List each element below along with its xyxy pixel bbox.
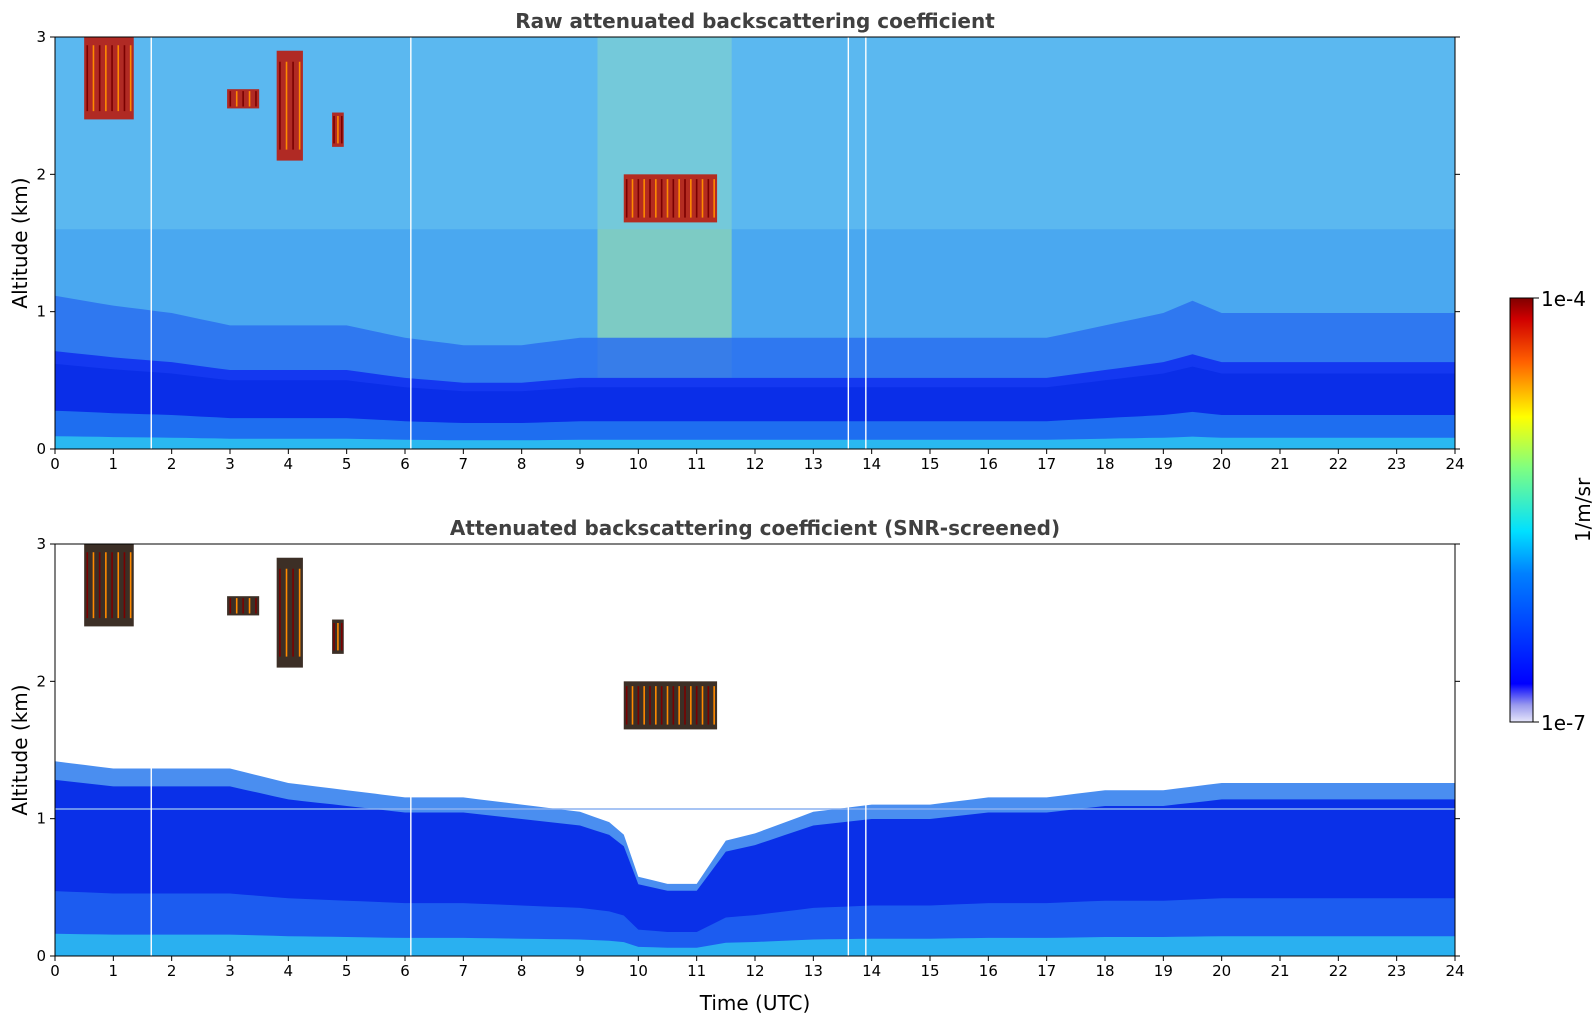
panel-screened-xlabel: Time (UTC) (699, 991, 811, 1015)
y-tick-label: 1 (36, 303, 46, 321)
panel-raw: Raw attenuated backscattering coefficien… (8, 9, 1465, 473)
x-tick-label: 4 (284, 455, 294, 473)
x-tick-label: 23 (1387, 455, 1406, 473)
x-tick-label: 1 (109, 455, 119, 473)
x-tick-label: 8 (517, 455, 527, 473)
panel-screened-heatmap (55, 544, 1455, 956)
x-tick-label: 21 (1270, 455, 1289, 473)
cloud-feature (227, 596, 260, 616)
x-tick-label: 5 (342, 455, 352, 473)
x-tick-label: 12 (745, 962, 764, 980)
x-tick-label: 16 (979, 962, 998, 980)
x-tick-label: 9 (575, 962, 585, 980)
x-tick-label: 1 (109, 962, 119, 980)
x-tick-label: 17 (1037, 962, 1056, 980)
panel-screened-title: Attenuated backscattering coefficient (S… (450, 516, 1060, 540)
x-tick-label: 18 (1095, 455, 1114, 473)
x-tick-label: 21 (1270, 962, 1289, 980)
x-tick-label: 2 (167, 962, 177, 980)
x-tick-label: 10 (629, 455, 648, 473)
cloud-feature (276, 50, 303, 161)
panel-raw-ylabel: Altitude (km) (8, 177, 32, 308)
screened-surface-layer (55, 933, 1455, 956)
panel-screened-x-axis: 0 1 2 3 4 5 6 7 8 9 10 11 12 13 14 15 16 17 18 19 20 21 22 23 24 (50, 956, 1465, 980)
cloud-feature (227, 89, 260, 109)
x-tick-label: 19 (1154, 455, 1173, 473)
x-tick-label: 18 (1095, 962, 1114, 980)
colorbar-max-label: 1e-4 (1541, 287, 1586, 311)
x-tick-label: 6 (400, 455, 410, 473)
x-tick-label: 24 (1445, 962, 1464, 980)
x-tick-label: 7 (459, 455, 469, 473)
x-tick-label: 11 (687, 455, 706, 473)
x-tick-label: 11 (687, 962, 706, 980)
x-tick-label: 20 (1212, 455, 1231, 473)
panel-screened-y-axis: 0 1 2 3 (36, 535, 1460, 965)
x-tick-label: 12 (745, 455, 764, 473)
cloud-feature (84, 544, 134, 627)
cloud-feature (332, 619, 344, 654)
x-tick-label: 13 (804, 455, 823, 473)
colorbar-min-label: 1e-7 (1541, 711, 1586, 735)
x-tick-label: 16 (979, 455, 998, 473)
cloud-feature (623, 681, 718, 730)
x-tick-label: 22 (1329, 962, 1348, 980)
x-tick-label: 14 (862, 962, 881, 980)
x-tick-label: 5 (342, 962, 352, 980)
cloud-feature (623, 174, 718, 223)
surface-layer (55, 436, 1455, 449)
y-tick-label: 0 (36, 947, 46, 965)
x-tick-label: 20 (1212, 962, 1231, 980)
x-tick-label: 0 (50, 962, 60, 980)
panel-screened-plot-area (55, 544, 1455, 956)
panel-raw-heatmap (55, 37, 1455, 449)
x-tick-label: 6 (400, 962, 410, 980)
y-tick-label: 1 (36, 810, 46, 828)
y-tick-label: 2 (36, 672, 46, 690)
panel-screened: Attenuated backscattering coefficient (S… (8, 516, 1465, 1015)
cloud-feature (84, 37, 134, 120)
panel-screened-ylabel: Altitude (km) (8, 684, 32, 815)
x-tick-label: 24 (1445, 455, 1464, 473)
x-tick-label: 13 (804, 962, 823, 980)
panel-raw-x-axis: 0 1 2 3 4 5 6 7 8 9 10 11 12 13 14 15 16 17 18 19 20 21 22 23 24 (50, 449, 1465, 473)
y-tick-label: 3 (36, 28, 46, 46)
upper-noise-band (55, 37, 1455, 230)
x-tick-label: 4 (284, 962, 294, 980)
x-tick-label: 10 (629, 962, 648, 980)
x-tick-label: 22 (1329, 455, 1348, 473)
colorbar-gradient (1509, 297, 1534, 723)
cloud-feature (276, 557, 303, 668)
panel-raw-y-axis: 0 1 2 3 (36, 28, 1460, 458)
x-tick-label: 17 (1037, 455, 1056, 473)
y-tick-label: 0 (36, 440, 46, 458)
x-tick-label: 9 (575, 455, 585, 473)
x-tick-label: 8 (517, 962, 527, 980)
colorbar: 1e-4 1e-7 1/m/sr (1509, 287, 1595, 735)
panel-raw-plot-area (55, 37, 1455, 449)
colorbar-unit-label: 1/m/sr (1571, 477, 1595, 542)
x-tick-label: 0 (50, 455, 60, 473)
x-tick-label: 15 (920, 962, 939, 980)
x-tick-label: 7 (459, 962, 469, 980)
x-tick-label: 19 (1154, 962, 1173, 980)
x-tick-label: 15 (920, 455, 939, 473)
x-tick-label: 3 (225, 962, 235, 980)
cloud-feature (332, 112, 344, 147)
y-tick-label: 3 (36, 535, 46, 553)
x-tick-label: 2 (167, 455, 177, 473)
x-tick-label: 14 (862, 455, 881, 473)
x-tick-label: 23 (1387, 962, 1406, 980)
panel-raw-title: Raw attenuated backscattering coefficien… (515, 9, 995, 33)
x-tick-label: 3 (225, 455, 235, 473)
y-tick-label: 2 (36, 165, 46, 183)
